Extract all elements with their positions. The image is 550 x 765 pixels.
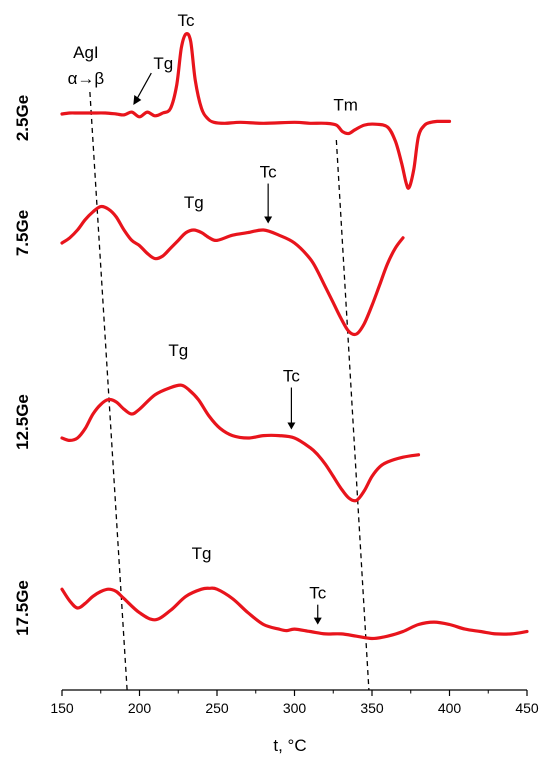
reference-line-label: AgI [73,43,99,62]
x-tick-label: 350 [360,700,384,716]
annotation-label: Tg [168,341,188,360]
series-line [60,32,452,190]
series-line [60,586,529,641]
series-label: 7.5Ge [13,210,32,256]
series-label: 2.5Ge [13,95,32,141]
arrow-head [264,216,273,224]
annotation-label: Tm [333,96,358,115]
series-label: 12.5Ge [13,394,32,450]
x-axis: 150 200 250 300 350 400 450 [50,689,539,716]
x-tick-label: 150 [50,700,74,716]
annotation-arrow [135,72,152,101]
reference-line [335,139,370,691]
annotation-label: Tc [260,163,278,182]
reference-lines: AgI α→β [68,43,370,691]
annotation-label: Tc [309,584,327,603]
series-label: 17.5Ge [13,580,32,636]
annotation-label: Tg [184,193,204,212]
series-group: 2.5Ge 7.5Ge 12.5Ge 17.5Ge [13,32,529,641]
arrow-head [313,617,322,625]
series-line [60,204,405,337]
x-tick-label: 200 [128,700,152,716]
x-tick-label: 300 [283,700,307,716]
x-tick-label: 400 [438,700,462,716]
annotation-label: Tg [153,54,173,73]
series-line [60,383,421,503]
arrow-head [133,95,142,106]
arrow-head [287,422,296,430]
x-tick-label: 250 [205,700,229,716]
x-tick-label: 450 [515,700,539,716]
x-axis-title: t, °C [273,736,306,755]
annotation-label: Tc [283,367,301,386]
reference-line [89,91,128,691]
annotation-label: Tg [192,544,212,563]
reference-line-label: α→β [68,69,105,88]
annotation-label: Tc [178,11,196,30]
annotations: Tg Tc Tm Tg Tc Tg Tc Tg Tc [133,11,358,625]
